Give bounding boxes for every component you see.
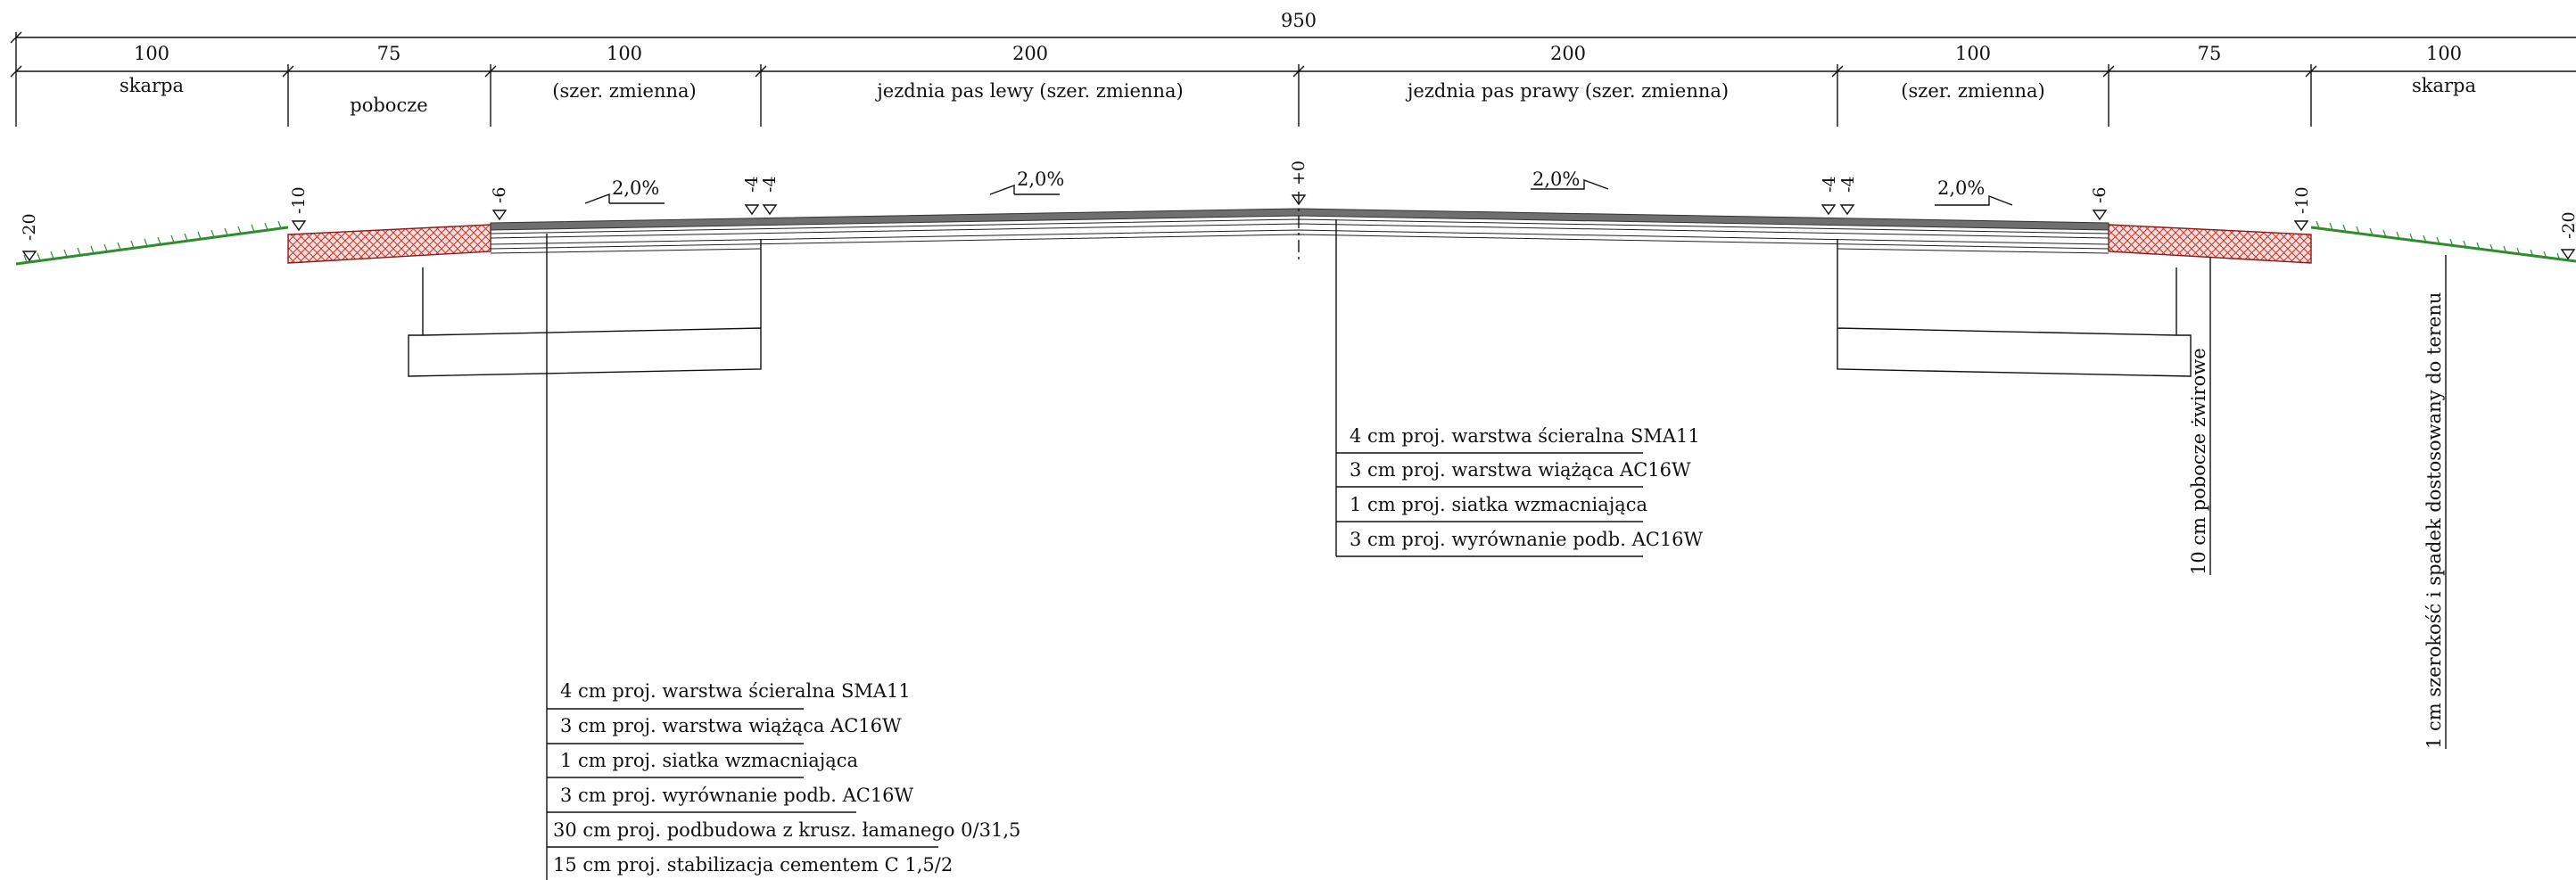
slope-marker-2: 2,0% bbox=[989, 169, 1064, 195]
dim-extension-lines bbox=[15, 32, 2312, 127]
svg-text:2,0%: 2,0% bbox=[612, 177, 659, 199]
layer-center-1: 4 cm proj. warstwa ścieralna SMA11 bbox=[1350, 425, 1700, 447]
dim-seg-3: 100 bbox=[607, 43, 642, 64]
svg-text:2,0%: 2,0% bbox=[1937, 177, 1985, 199]
elevation-mark: -10 bbox=[2292, 186, 2312, 232]
elevation-mark: -20 bbox=[2559, 211, 2576, 260]
widening-left bbox=[408, 239, 762, 377]
elevation-mark: -4 bbox=[1820, 176, 1839, 216]
elevation-marks: -20 -10 -6 -4 -4 +0 -4 -4 bbox=[20, 160, 2576, 262]
dim-seg-6: 100 bbox=[1955, 43, 1991, 64]
dim-seg-4: 200 bbox=[1012, 43, 1048, 64]
svg-text:-4: -4 bbox=[742, 176, 762, 193]
svg-text:-6: -6 bbox=[490, 186, 509, 203]
zone-lane-left: jezdnia pas lewy (szer. zmienna) bbox=[874, 80, 1183, 102]
zone-variable-left: (szer. zmienna) bbox=[552, 80, 696, 102]
dim-ticks bbox=[10, 65, 2317, 78]
svg-text:2,0%: 2,0% bbox=[1017, 169, 1064, 190]
layer-widening-1: 4 cm proj. warstwa ścieralna SMA11 bbox=[560, 680, 911, 702]
humus-label: 1 cm szerokość i spadek dostosowany do t… bbox=[2423, 292, 2445, 749]
elevation-mark: -4 bbox=[1838, 176, 1858, 216]
layer-widening-2: 3 cm proj. warstwa wiążąca AC16W bbox=[560, 715, 902, 736]
svg-text:-10: -10 bbox=[2292, 186, 2312, 214]
dim-total: 950 bbox=[1281, 10, 1317, 31]
dimension-chain: 950 100 75 100 200 200 100 75 100 skarpa… bbox=[10, 10, 2576, 127]
slope-marker-3: 2,0% bbox=[1531, 169, 1609, 190]
layer-widening-6: 15 cm proj. stabilizacja cementem C 1,5/… bbox=[553, 854, 953, 876]
zone-skarpa-right: skarpa bbox=[2412, 75, 2476, 96]
svg-text:-6: -6 bbox=[2090, 186, 2110, 203]
layer-center-2: 3 cm proj. warstwa wiążąca AC16W bbox=[1350, 459, 1691, 481]
elevation-mark: -10 bbox=[289, 186, 309, 232]
svg-text:2,0%: 2,0% bbox=[1532, 169, 1580, 190]
zone-pobocze-left: pobocze bbox=[350, 95, 427, 116]
zone-lane-right: jezdnia pas prawy (szer. zmienna) bbox=[1405, 80, 1729, 102]
elevation-mark: -20 bbox=[20, 213, 39, 262]
svg-text:-4: -4 bbox=[1820, 176, 1839, 193]
svg-text:-10: -10 bbox=[289, 186, 309, 214]
gravel-shoulder-label: 10 cm pobocze żwirowe bbox=[2188, 348, 2209, 575]
zone-variable-right: (szer. zmienna) bbox=[1901, 80, 2044, 102]
layer-widening-5: 30 cm proj. podbudowa z krusz. łamanego … bbox=[553, 819, 1020, 841]
dim-seg-7: 75 bbox=[2198, 43, 2222, 64]
layer-line-3 bbox=[490, 229, 2110, 245]
layer-widening-4: 3 cm proj. wyrównanie podb. AC16W bbox=[560, 785, 914, 806]
humus-note: 1 cm szerokość i spadek dostosowany do t… bbox=[2423, 255, 2447, 749]
layer-callout-widening: 4 cm proj. warstwa ścieralna SMA11 3 cm … bbox=[546, 234, 1020, 880]
layer-line-5 bbox=[490, 248, 762, 254]
dim-seg-8: 100 bbox=[2426, 43, 2462, 64]
elevation-mark: -4 bbox=[742, 176, 762, 216]
dim-seg-5: 200 bbox=[1550, 43, 1586, 64]
grass-slope-right bbox=[2310, 226, 2576, 263]
dim-seg-2: 75 bbox=[377, 43, 401, 64]
svg-text:-4: -4 bbox=[760, 176, 780, 193]
gravel-shoulder-note: 10 cm pobocze żwirowe bbox=[2188, 257, 2211, 575]
slope-marker-4: 2,0% bbox=[1935, 177, 2013, 206]
shoulder-left bbox=[287, 224, 491, 264]
zone-skarpa-left: skarpa bbox=[120, 75, 184, 96]
svg-text:-20: -20 bbox=[2559, 211, 2576, 239]
road-section bbox=[15, 192, 2576, 377]
layer-line-6 bbox=[1837, 248, 2110, 254]
layer-center-3: 1 cm proj. siatka wzmacniająca bbox=[1350, 494, 1647, 515]
slope-markers: 2,0% 2,0% 2,0% 2,0% bbox=[584, 169, 2013, 206]
slope-marker-1: 2,0% bbox=[584, 177, 665, 204]
widening-right bbox=[1837, 239, 2192, 377]
grass-slope-left bbox=[15, 226, 289, 266]
grass-hatch-left bbox=[23, 220, 282, 263]
shoulder-right bbox=[2108, 224, 2312, 264]
layer-callout-center: 4 cm proj. warstwa ścieralna SMA11 3 cm … bbox=[1335, 219, 1704, 557]
layer-widening-3: 1 cm proj. siatka wzmacniająca bbox=[560, 750, 858, 771]
elevation-mark: +0 bbox=[1289, 160, 1309, 206]
elevation-mark: -4 bbox=[760, 176, 780, 216]
dim-seg-1: 100 bbox=[134, 43, 169, 64]
layer-line-4 bbox=[490, 234, 2110, 250]
svg-text:+0: +0 bbox=[1289, 160, 1309, 185]
elevation-mark: -6 bbox=[2090, 186, 2110, 221]
layer-center-4: 3 cm proj. wyrównanie podb. AC16W bbox=[1350, 529, 1704, 550]
svg-text:-4: -4 bbox=[1838, 176, 1858, 193]
svg-text:-20: -20 bbox=[20, 213, 39, 241]
grass-hatch-right bbox=[2316, 220, 2561, 261]
elevation-mark: -6 bbox=[490, 186, 509, 221]
